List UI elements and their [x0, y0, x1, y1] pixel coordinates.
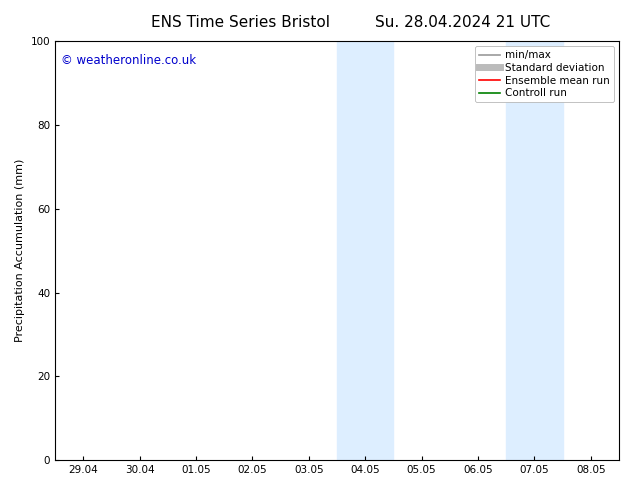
- Text: Su. 28.04.2024 21 UTC: Su. 28.04.2024 21 UTC: [375, 15, 550, 30]
- Bar: [506, 41, 562, 460]
- Bar: [337, 41, 394, 460]
- Text: ENS Time Series Bristol: ENS Time Series Bristol: [152, 15, 330, 30]
- Text: © weatheronline.co.uk: © weatheronline.co.uk: [61, 53, 196, 67]
- Legend: min/max, Standard deviation, Ensemble mean run, Controll run: min/max, Standard deviation, Ensemble me…: [475, 46, 614, 102]
- Y-axis label: Precipitation Accumulation (mm): Precipitation Accumulation (mm): [15, 159, 25, 343]
